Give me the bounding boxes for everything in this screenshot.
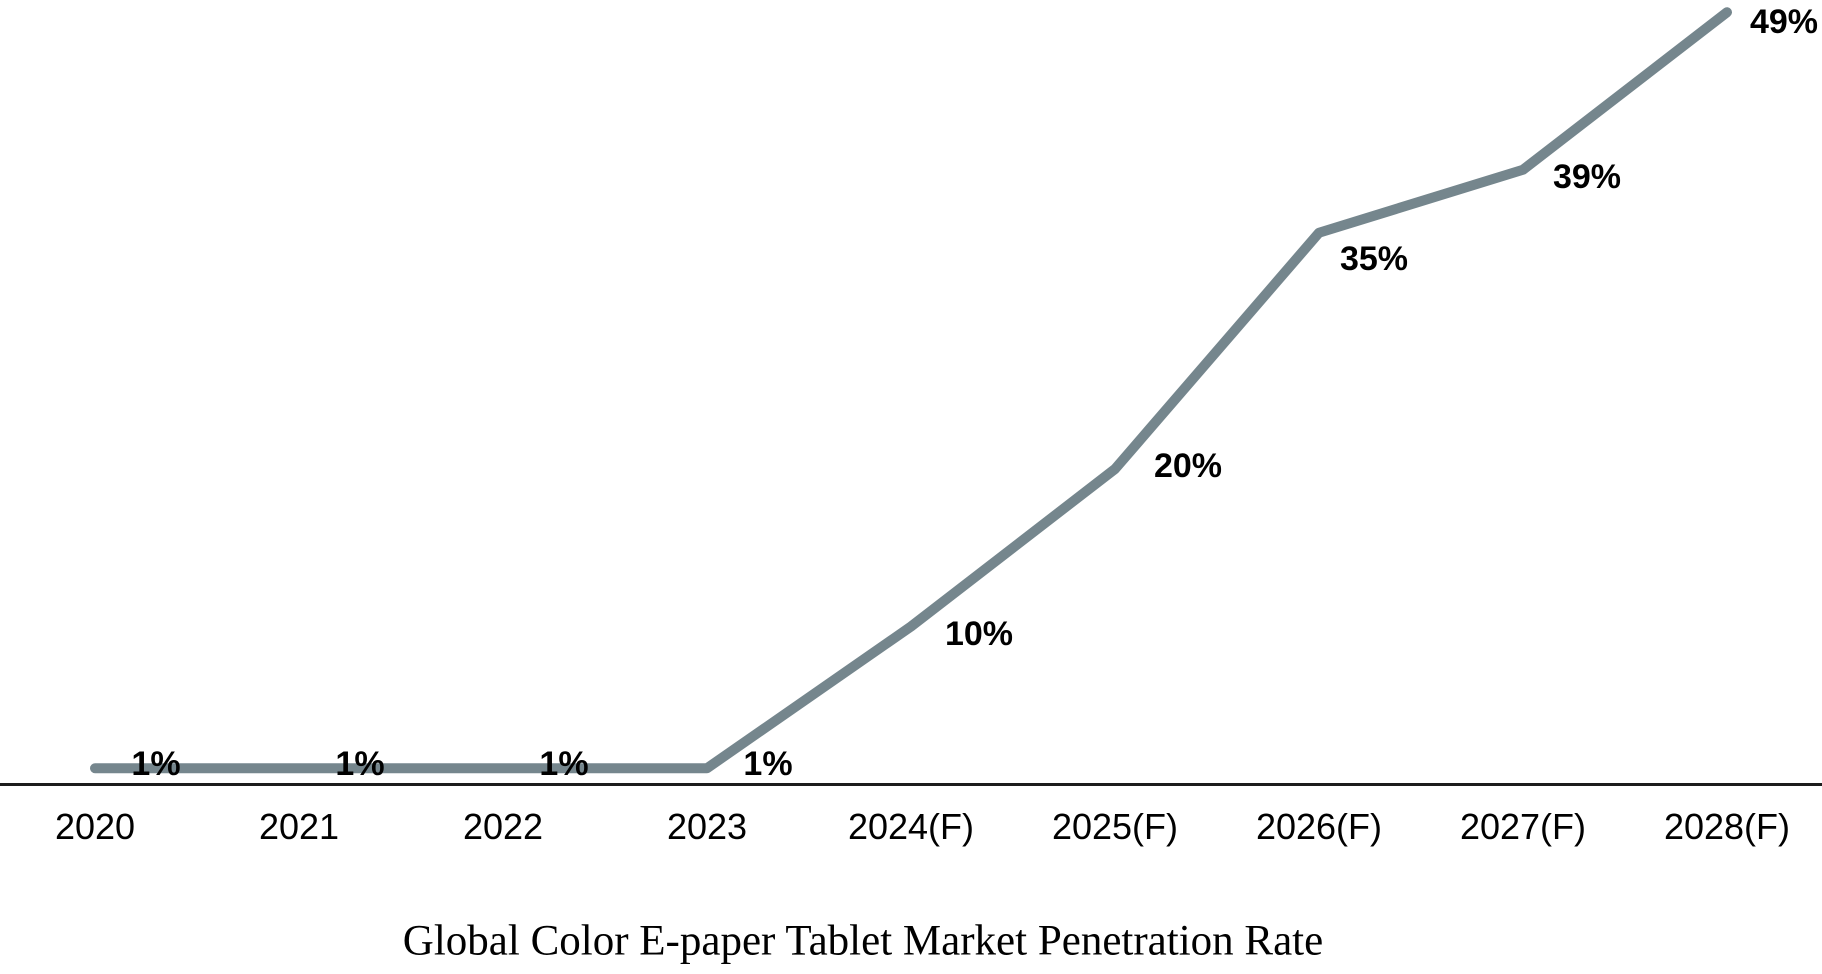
trend-line bbox=[90, 7, 1732, 774]
chart-title: Global Color E-paper Tablet Market Penet… bbox=[402, 917, 1324, 965]
